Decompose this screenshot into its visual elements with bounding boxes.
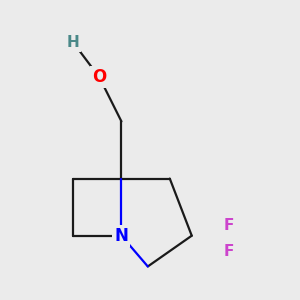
Text: H: H xyxy=(67,35,80,50)
Text: N: N xyxy=(115,227,128,245)
Text: F: F xyxy=(224,244,234,259)
Text: F: F xyxy=(224,218,234,232)
Text: O: O xyxy=(92,68,106,86)
